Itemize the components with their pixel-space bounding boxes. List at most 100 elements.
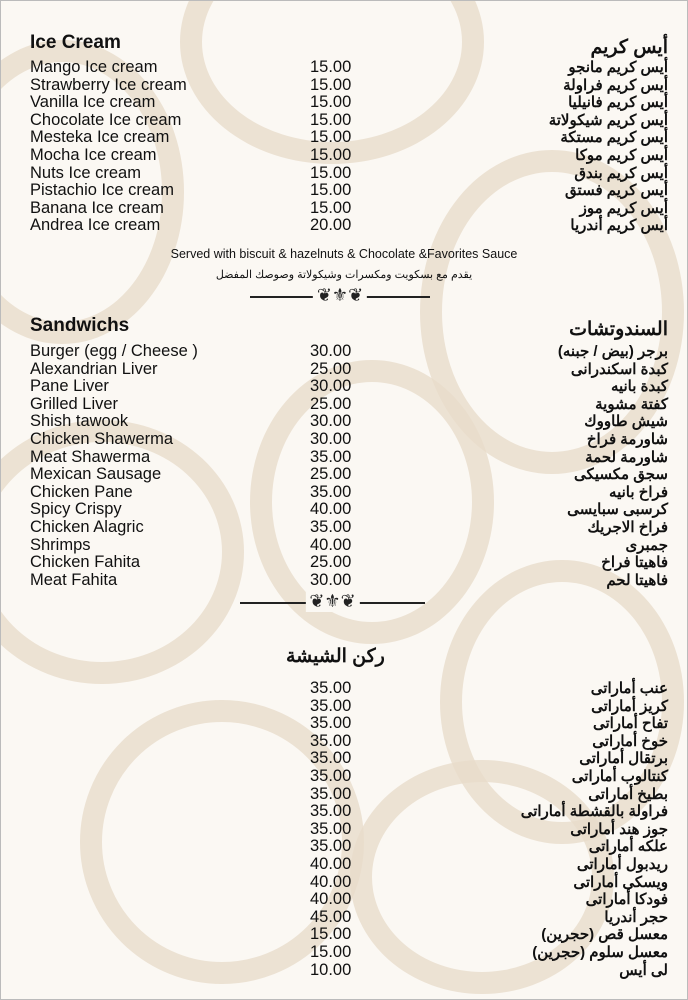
item-name: Mocha Ice cream (30, 145, 157, 164)
item-name-ar: كريز أماراتى (591, 697, 668, 715)
item-price: 35.00 (310, 749, 352, 768)
ice-cream-note: Served with biscuit & hazelnuts & Chocol… (170, 247, 518, 261)
item-price: 15.00 (310, 942, 352, 961)
item-price: 40.00 (310, 500, 352, 519)
menu-item: Mesteka Ice cream 15.00 أيس كريم مستكة (0, 129, 688, 147)
item-price: 25.00 (310, 394, 352, 413)
item-name: Meat Shawerma (30, 447, 151, 466)
ice-cream-list: Mango Ice cream 15.00 أيس كريم مانجو Strawb… (0, 58, 688, 235)
menu-item: Banana Ice cream 15.00 أيس كريم موز (0, 198, 688, 218)
menu-item: Andrea Ice cream 20.00 أيس كريم أندريا (0, 217, 688, 235)
item-name: Shish tawook (30, 412, 129, 431)
item-price: 35.00 (310, 819, 352, 838)
item-price: 30.00 (310, 342, 352, 360)
menu-item: 35.00 بطيخ أماراتى (0, 784, 688, 804)
item-name-ar: فراخ بانيه (609, 483, 668, 501)
menu-item: Grilled Liver 25.00 كفتة مشوية (0, 394, 688, 414)
item-name: Alexandrian Liver (30, 359, 158, 378)
item-price: 15.00 (310, 128, 352, 147)
menu-item: 35.00 فراولة بالقشطة أماراتى (0, 803, 688, 821)
item-price: 25.00 (310, 359, 352, 378)
item-name: Chicken Shawerma (30, 429, 174, 448)
item-name-ar: خوخ أماراتى (592, 732, 668, 750)
item-price: 30.00 (310, 570, 352, 589)
shisha-title: ركن الشيشة (286, 646, 385, 667)
menu-item: Mango Ice cream 15.00 أيس كريم مانجو (0, 58, 688, 77)
item-name: Vanilla Ice cream (30, 93, 156, 112)
menu-item: 35.00 جوز هند أماراتى (0, 819, 688, 839)
item-name-ar: أيس كريم مانجو (568, 59, 668, 76)
shisha-list: 35.00 عنب أماراتى 35.00 كريز أماراتى 35.00 تف… (0, 679, 688, 980)
ice-cream-note-ar: يقدم مع بسكويت ومكسرات وشيكولاتة وصوصك ا… (215, 269, 473, 281)
menu-item: Meat Fahita 30.00 فاهيتا لحم (0, 570, 688, 590)
ornament-divider: ❦⚜❦ (240, 590, 425, 614)
menu-item: Burger (egg / Cheese ) 30.00 برجر (بيض / ج… (0, 342, 688, 361)
item-name-ar: شاورمة فراخ (586, 430, 668, 448)
menu-item: Chocolate Ice cream 15.00 أيس كريم شيكولات… (0, 111, 688, 130)
item-price: 20.00 (310, 216, 352, 235)
menu-item: 10.00 لى أيس (0, 960, 688, 980)
item-name-ar: فراخ الاجريك (587, 518, 668, 536)
menu-item: Strawberry Ice cream 15.00 أيس كريم فراولة (0, 75, 688, 95)
item-price: 15.00 (310, 181, 352, 200)
item-name-ar: سجق مكسيكى (574, 466, 668, 484)
item-price: 40.00 (310, 854, 352, 873)
menu-item: 40.00 فودكا أماراتى (0, 891, 688, 909)
item-name-ar: ريدبول أماراتى (576, 855, 668, 873)
ice-cream-title-ar: أيس كريم (590, 37, 668, 58)
item-price: 15.00 (310, 163, 352, 182)
menu-item: Vanilla Ice cream 15.00 أيس كريم فانيليا (0, 94, 688, 112)
item-name: Strawberry Ice cream (30, 75, 187, 94)
item-name-ar: جمبرى (625, 536, 669, 554)
menu-item: Chicken Alagric 35.00 فراخ الاجريك (0, 518, 688, 537)
item-price: 30.00 (310, 377, 352, 396)
item-name-ar: معسل سلوم (حجرين) (532, 943, 668, 961)
item-name-ar: كبدة بانيه (610, 378, 668, 396)
item-name-ar: برجر (بيض / جبنه) (557, 343, 668, 360)
item-name-ar: حجر أندريا (604, 908, 668, 926)
menu-item: Nuts Ice cream 15.00 أيس كريم بندق (0, 163, 688, 183)
menu-item: Spicy Crispy 40.00 كرسبى سبايسى (0, 501, 688, 519)
item-price: 35.00 (310, 696, 352, 715)
item-name-ar: أيس كريم موكا (575, 146, 668, 164)
item-name-ar: كرسبى سبايسى (567, 501, 668, 519)
item-price: 30.00 (310, 429, 352, 448)
item-price: 35.00 (310, 482, 352, 501)
item-name-ar: أيس كريم أندريا (570, 217, 668, 235)
item-price: 35.00 (310, 802, 352, 821)
menu-item: 35.00 كنتالوب أماراتى (0, 766, 688, 786)
item-name-ar: كنتالوب أماراتى (571, 767, 668, 785)
item-name-ar: علكه أماراتى (588, 838, 668, 856)
item-name-ar: أيس كريم بندق (574, 164, 668, 182)
item-name: Grilled Liver (30, 394, 119, 413)
item-name-ar: بطيخ أماراتى (588, 785, 668, 803)
menu-item: 15.00 معسل سلوم (حجرين) (0, 942, 688, 962)
menu-item: 45.00 حجر أندريا (0, 908, 688, 927)
menu-item: 35.00 تفاح أماراتى (0, 715, 688, 733)
item-name: Chicken Fahita (30, 553, 141, 572)
item-price: 35.00 (310, 766, 352, 785)
item-price: 10.00 (310, 960, 352, 979)
item-name-ar: أيس كريم مستكة (560, 129, 668, 147)
item-name-ar: معسل قص (حجرين) (541, 926, 668, 944)
item-name-ar: أيس كريم موز (579, 199, 668, 217)
item-price: 40.00 (310, 890, 352, 909)
menu-item: 40.00 ريدبول أماراتى (0, 854, 688, 874)
item-price: 15.00 (310, 145, 352, 164)
item-price: 35.00 (310, 714, 352, 733)
menu-item: Shrimps 40.00 جمبرى (0, 536, 688, 555)
item-name-ar: كفتة مشوية (595, 395, 668, 413)
menu-item: Meat Shawerma 35.00 شاورمة لحمة (0, 447, 688, 467)
menu-item: 40.00 ويسكى أماراتى (0, 873, 688, 892)
item-name: Pane Liver (30, 377, 109, 396)
menu-item: 35.00 خوخ أماراتى (0, 732, 688, 751)
sandwiches-list: Burger (egg / Cheese ) 30.00 برجر (بيض / ج… (0, 342, 688, 590)
item-price: 35.00 (310, 784, 352, 803)
item-name-ar: شيش طاووك (584, 413, 668, 431)
menu-item: Pistachio Ice cream 15.00 أيس كريم فستق (0, 182, 688, 200)
menu-item: Mexican Sausage 25.00 سجق مكسيكى (0, 466, 688, 484)
item-name: Andrea Ice cream (30, 216, 161, 235)
item-price: 35.00 (310, 679, 352, 697)
item-price: 15.00 (310, 198, 352, 217)
